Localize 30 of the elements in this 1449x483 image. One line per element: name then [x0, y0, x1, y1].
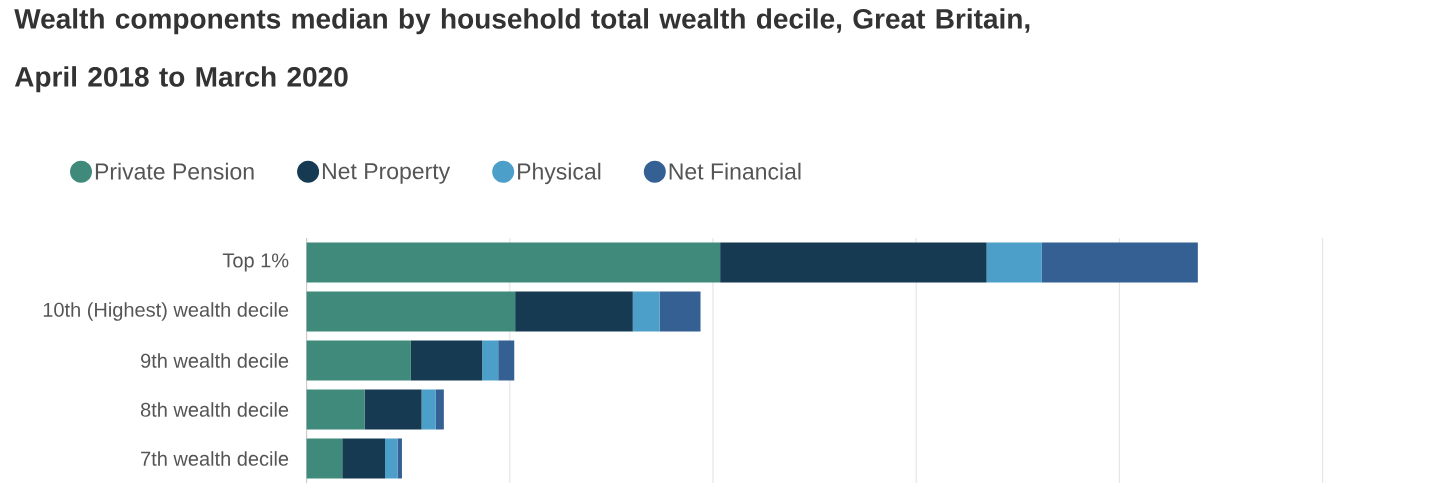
bar — [632, 291, 660, 332]
y-tick-label: 9th wealth decile — [141, 353, 289, 368]
legend-label: Net Financial — [669, 162, 801, 180]
bar — [482, 340, 499, 381]
bar — [306, 389, 365, 430]
y-tick-label: 10th (Highest) wealth decile — [43, 302, 289, 321]
legend-label: Private Pension — [95, 162, 254, 180]
bar — [306, 291, 516, 332]
bar — [364, 389, 422, 430]
bar — [306, 438, 343, 479]
bar — [435, 389, 444, 430]
bar — [306, 340, 411, 381]
bar — [986, 242, 1042, 283]
bar — [397, 438, 402, 479]
bar — [515, 291, 633, 332]
y-tick-label: Top 1% — [222, 253, 289, 272]
bar — [720, 242, 987, 283]
bar — [498, 340, 515, 381]
bar — [385, 438, 398, 479]
bar — [410, 340, 483, 381]
bar — [659, 291, 701, 332]
bar — [1041, 242, 1198, 283]
legend-label: Physical — [518, 162, 601, 185]
bar — [421, 389, 436, 430]
bar — [306, 242, 721, 283]
y-tick-label: 8th wealth decile — [140, 402, 289, 417]
y-tick-label: 7th wealth decile — [141, 451, 289, 466]
bar — [342, 438, 386, 479]
legend-label: Net Property — [322, 163, 451, 184]
chart-title: Wealth components median by household total wealth decile, Great Britain, April 2018 to March 2020 — [14, 8, 1030, 93]
